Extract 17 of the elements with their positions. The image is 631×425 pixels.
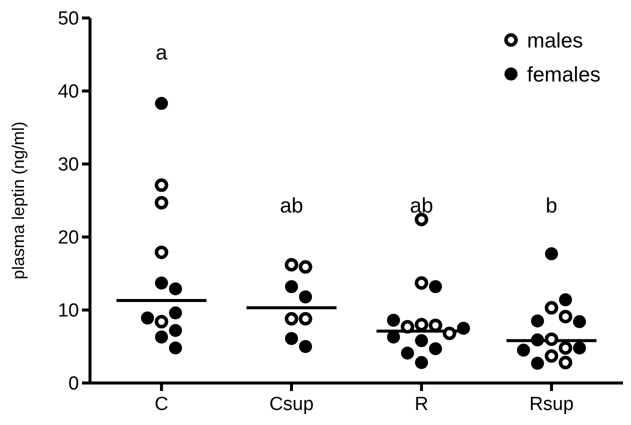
y-tick-label: 40 <box>58 82 79 103</box>
x-tick-label: Rsup <box>529 394 574 415</box>
legend-label: females <box>527 63 601 86</box>
x-tick-label: Csup <box>269 394 314 415</box>
y-tick-label: 50 <box>58 8 79 30</box>
y-tick-label: 20 <box>58 228 79 249</box>
annotation: b <box>546 194 558 218</box>
legend-label: males <box>527 29 584 52</box>
annotation: ab <box>280 194 304 218</box>
x-tick-label: C <box>154 394 168 415</box>
annotation: a <box>156 41 168 64</box>
y-tick-label: 30 <box>58 154 79 176</box>
y-axis-title: plasma leptin (ng/ml) <box>9 122 28 280</box>
y-tick-label: 0 <box>68 374 79 395</box>
y-tick-label: 10 <box>58 300 79 322</box>
annotation: ab <box>410 194 434 218</box>
x-tick-label: R <box>414 394 428 415</box>
